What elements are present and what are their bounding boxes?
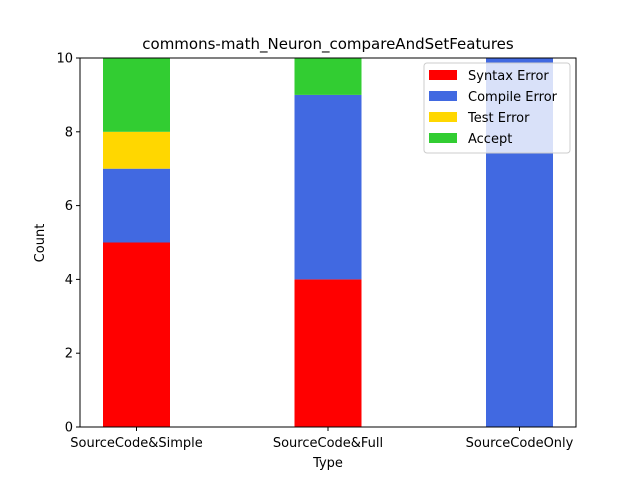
legend-swatch [429,112,457,122]
x-tick-label: SourceCode&Simple [70,436,202,451]
y-tick-label: 10 [56,52,73,67]
legend-swatch [429,70,457,80]
legend-label: Syntax Error [468,69,549,84]
legend-swatch [429,91,457,101]
y-axis-label: Count [33,224,48,263]
legend: Syntax Error Compile Error Test Error Accep… [423,62,571,154]
bar-accept-0 [103,58,170,132]
legend-label: Compile Error [468,90,558,105]
bar-test-error-0 [103,131,170,169]
axes-layer: 0 2 4 6 8 10 SourceCode&Simple SourceCode&Full S… [56,52,577,451]
y-tick-label: 2 [65,347,73,362]
bar-syntax-error-0 [103,242,170,427]
x-tick-label: SourceCodeOnly [466,436,574,451]
bar-syntax-error-1 [294,279,362,427]
bar-compile-error-0 [103,168,170,243]
y-tick-label: 6 [65,199,73,214]
y-tick-label: 4 [65,273,73,288]
legend-label: Test Error [467,111,530,126]
legend-swatch [429,133,457,143]
legend-box [423,62,571,154]
bar-compile-error-1 [294,94,362,280]
y-tick-label: 0 [65,421,73,436]
x-axis-label: Type [312,456,343,471]
legend-label: Accept [468,132,512,147]
chart-title: commons-math_Neuron_compareAndSetFeature… [142,35,514,54]
bar-accept-1 [294,58,362,95]
x-tick-label: SourceCode&Full [273,436,383,451]
y-tick-label: 8 [65,125,73,140]
